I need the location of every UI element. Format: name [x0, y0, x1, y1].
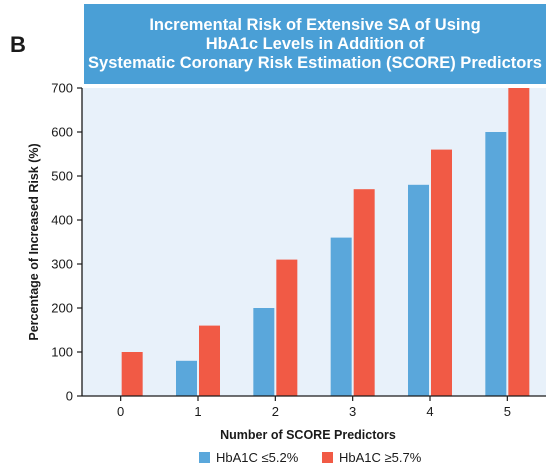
y-tick-label: 700: [51, 81, 73, 96]
y-axis: 0 100 200 300 400 500 600 700: [51, 81, 83, 404]
bar-series-1-cat-2: [253, 308, 275, 396]
legend-label-2: HbA1C ≥5.7%: [339, 450, 422, 465]
bar-series-2-cat-3: [353, 189, 375, 396]
bar-series-1-cat-3: [330, 237, 352, 396]
plot-area: [82, 88, 546, 396]
bars-group: [121, 88, 530, 396]
x-tick-label: 4: [426, 404, 433, 419]
y-tick-label: 500: [51, 169, 73, 184]
y-axis-title: Percentage of Increased Risk (%): [27, 143, 41, 340]
chart-title-line-2: HbA1c Levels in Addition of: [205, 34, 425, 53]
bar-series-2-cat-2: [276, 259, 298, 396]
x-tick-label: 0: [117, 404, 124, 419]
bar-series-2-cat-0: [121, 352, 143, 396]
x-tick-label: 2: [272, 404, 279, 419]
bar-series-1-cat-5: [485, 132, 507, 396]
y-tick-label: 0: [66, 389, 73, 404]
legend-swatch-2: [322, 452, 333, 463]
bar-series-2-cat-4: [431, 149, 452, 396]
x-tick-label: 1: [194, 404, 201, 419]
bar-series-2-cat-5: [508, 88, 530, 396]
y-tick-label: 400: [51, 213, 73, 228]
bar-series-1-cat-4: [408, 184, 429, 396]
x-tick-label: 3: [349, 404, 356, 419]
legend: HbA1C ≤5.2% HbA1C ≥5.7%: [199, 450, 422, 465]
chart-title: Incremental Risk of Extensive SA of Usin…: [88, 16, 542, 73]
chart-title-line-1: Incremental Risk of Extensive SA of Usin…: [149, 15, 481, 34]
y-tick-label: 300: [51, 257, 73, 272]
x-axis-title: Number of SCORE Predictors: [220, 428, 396, 442]
y-tick-label: 600: [51, 125, 73, 140]
y-tick-label: 200: [51, 301, 73, 316]
panel-label: B: [10, 32, 26, 57]
x-tick-label: 5: [504, 404, 511, 419]
x-axis: 0 1 2 3 4 5: [82, 395, 546, 419]
chart-title-line-3: Systematic Coronary Risk Estimation (SCO…: [88, 53, 542, 72]
bar-series-2-cat-1: [199, 325, 220, 396]
legend-label-1: HbA1C ≤5.2%: [216, 450, 299, 465]
chart-title-box: Incremental Risk of Extensive SA of Usin…: [84, 4, 546, 84]
bar-series-1-cat-1: [176, 360, 197, 396]
legend-swatch-1: [199, 452, 210, 463]
y-tick-label: 100: [51, 345, 73, 360]
